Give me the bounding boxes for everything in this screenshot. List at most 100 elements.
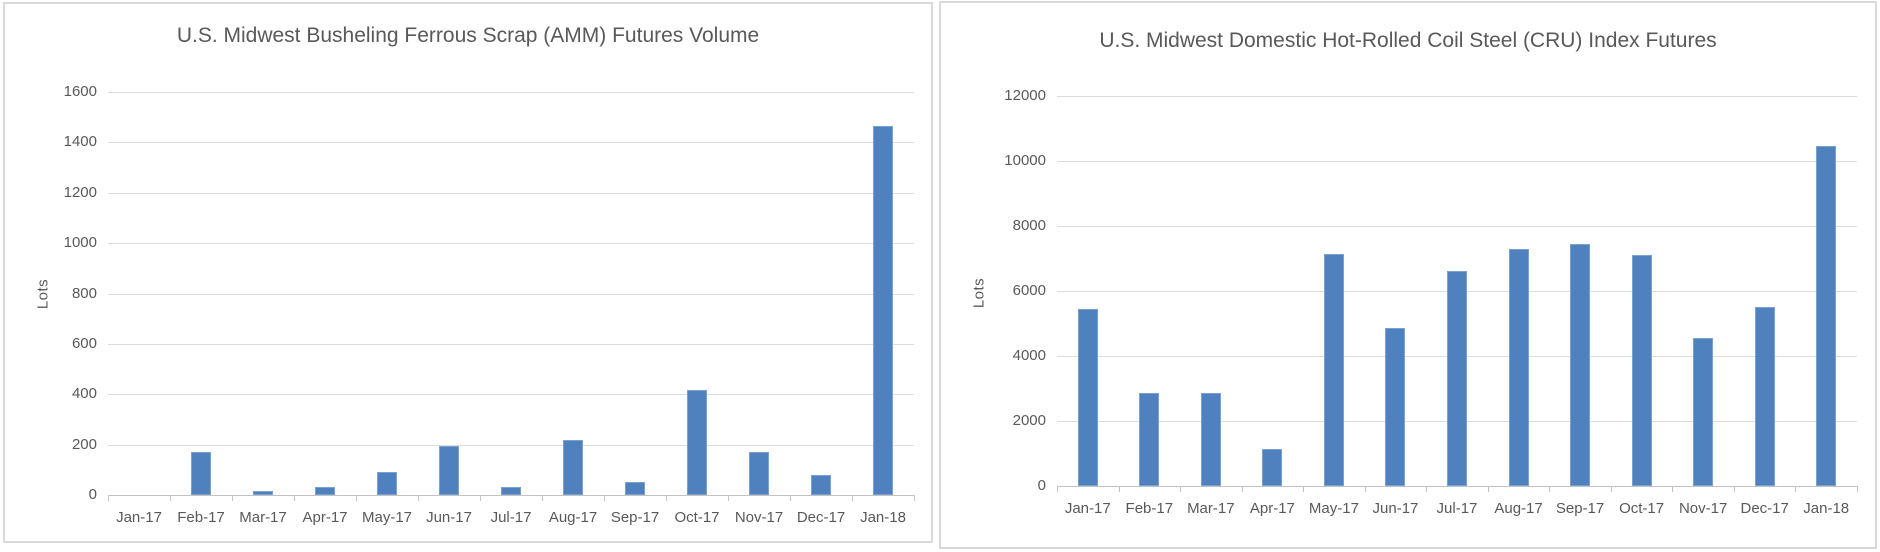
x-category-label: Oct-17 (674, 509, 720, 526)
bar-Sep-17 (625, 482, 645, 495)
bar-Feb-17 (1139, 393, 1159, 486)
x-axis-tick (480, 495, 481, 501)
x-axis-tick (1795, 486, 1797, 492)
bar-Apr-17 (1262, 449, 1282, 486)
bar-Aug-17 (563, 440, 583, 495)
bar-Jun-17 (439, 446, 459, 495)
x-category-label: Jan-17 (1064, 500, 1111, 517)
bar-Jan-18 (873, 126, 893, 495)
x-category-label: Jul-17 (490, 509, 532, 526)
bar-Jul-17 (501, 487, 521, 495)
x-axis-tick (418, 495, 419, 501)
x-category-label: Jul-17 (1436, 500, 1478, 517)
x-axis-tick (108, 495, 109, 501)
y-gridline (108, 142, 914, 144)
y-tick-label: 800 (71, 284, 97, 302)
x-axis-tick (1241, 486, 1243, 492)
x-axis-line (108, 495, 914, 496)
y-gridline (1057, 161, 1857, 162)
x-category-label: Feb-17 (177, 509, 225, 526)
bar-Nov-17 (749, 452, 769, 495)
bar-Oct-17 (687, 390, 707, 495)
y-tick-label: 0 (88, 486, 97, 503)
y-gridline (108, 444, 914, 446)
x-category-label: Oct-17 (1619, 500, 1665, 517)
x-axis-tick (170, 495, 171, 501)
bar-May-17 (377, 472, 397, 495)
x-category-label: Jan-18 (1803, 500, 1850, 517)
x-category-label: Nov-17 (1678, 500, 1728, 517)
x-axis-tick (1303, 486, 1305, 492)
x-category-label: Jan-17 (116, 509, 162, 526)
bar-Nov-17 (1693, 338, 1713, 486)
y-tick-label: 1000 (63, 234, 97, 252)
x-axis-tick (1057, 486, 1058, 492)
y-tick-label: 12000 (1004, 87, 1046, 104)
y-tick-label: 1400 (63, 133, 97, 151)
y-tick-label: 0 (1037, 477, 1046, 494)
x-category-label: Mar-17 (1187, 500, 1235, 517)
x-category-label: Apr-17 (1249, 500, 1295, 517)
x-axis-tick (1118, 486, 1120, 492)
y-tick-label: 200 (71, 435, 97, 453)
bar-Feb-17 (191, 452, 211, 495)
x-axis-tick (1857, 486, 1858, 492)
chart-title: U.S. Midwest Busheling Ferrous Scrap (AM… (176, 24, 760, 47)
y-tick-label: 8000 (1012, 217, 1046, 234)
chart-title: U.S. Midwest Domestic Hot-Rolled Coil St… (1099, 29, 1717, 52)
x-category-label: Feb-17 (1125, 500, 1174, 517)
bar-Sep-17 (1570, 244, 1590, 486)
x-axis-tick (356, 495, 357, 501)
y-gridline (108, 243, 914, 245)
x-axis-tick (1610, 486, 1612, 492)
x-category-label: Dec-17 (1740, 500, 1789, 517)
bar-Aug-17 (1509, 249, 1529, 486)
x-axis-tick (790, 495, 791, 501)
x-axis-tick (1487, 486, 1489, 492)
x-category-label: Aug-17 (548, 509, 598, 526)
x-category-label: Jun-17 (426, 509, 472, 526)
y-tick-label: 1600 (63, 83, 97, 100)
y-gridline (108, 92, 914, 93)
bar-Dec-17 (811, 475, 831, 495)
x-category-label: Apr-17 (302, 509, 348, 526)
x-category-label: Sep-17 (1555, 500, 1605, 517)
x-category-label: Sep-17 (610, 509, 660, 526)
x-category-label: Dec-17 (796, 509, 846, 526)
x-axis-tick (1549, 486, 1551, 492)
bar-Oct-17 (1632, 255, 1652, 486)
x-axis-tick (1364, 486, 1366, 492)
y-tick-label: 1200 (63, 183, 97, 201)
x-axis-tick (542, 495, 543, 501)
x-axis-tick (666, 495, 667, 501)
y-gridline (108, 343, 914, 345)
x-axis-line (1057, 486, 1857, 487)
bar-Apr-17 (315, 487, 335, 495)
x-category-label: Aug-17 (1494, 500, 1543, 517)
x-category-label: May-17 (361, 509, 413, 526)
y-gridline (108, 192, 914, 194)
x-axis-tick (232, 495, 233, 501)
bar-Mar-17 (253, 491, 273, 495)
bar-Jan-17 (1078, 309, 1098, 486)
x-axis-tick (852, 495, 853, 501)
y-gridline (108, 394, 914, 396)
y-tick-label: 600 (71, 334, 97, 352)
chart-panel-cru-index-futures: U.S. Midwest Domestic Hot-Rolled Coil St… (939, 1, 1877, 549)
y-tick-label: 4000 (1012, 347, 1046, 364)
x-axis-tick (1426, 486, 1428, 492)
x-category-label: Nov-17 (734, 509, 784, 526)
x-category-label: Jun-17 (1372, 500, 1419, 517)
y-tick-label: 6000 (1012, 282, 1046, 299)
y-tick-label: 10000 (1004, 152, 1046, 169)
x-axis-tick (728, 495, 729, 501)
plot-area: 0 2000 4000 6000 8000 10000 12000 Jan-17 Feb-17 M… (1004, 87, 1858, 517)
y-gridline (108, 293, 914, 295)
y-tick-label: 2000 (1012, 412, 1046, 429)
chart-panel-amm-futures-volume: U.S. Midwest Busheling Ferrous Scrap (AM… (3, 2, 933, 543)
x-axis-tick (1180, 486, 1182, 492)
bar-Jun-17 (1385, 328, 1405, 486)
bar-Jan-18 (1816, 146, 1836, 486)
bar-Dec-17 (1755, 307, 1775, 486)
